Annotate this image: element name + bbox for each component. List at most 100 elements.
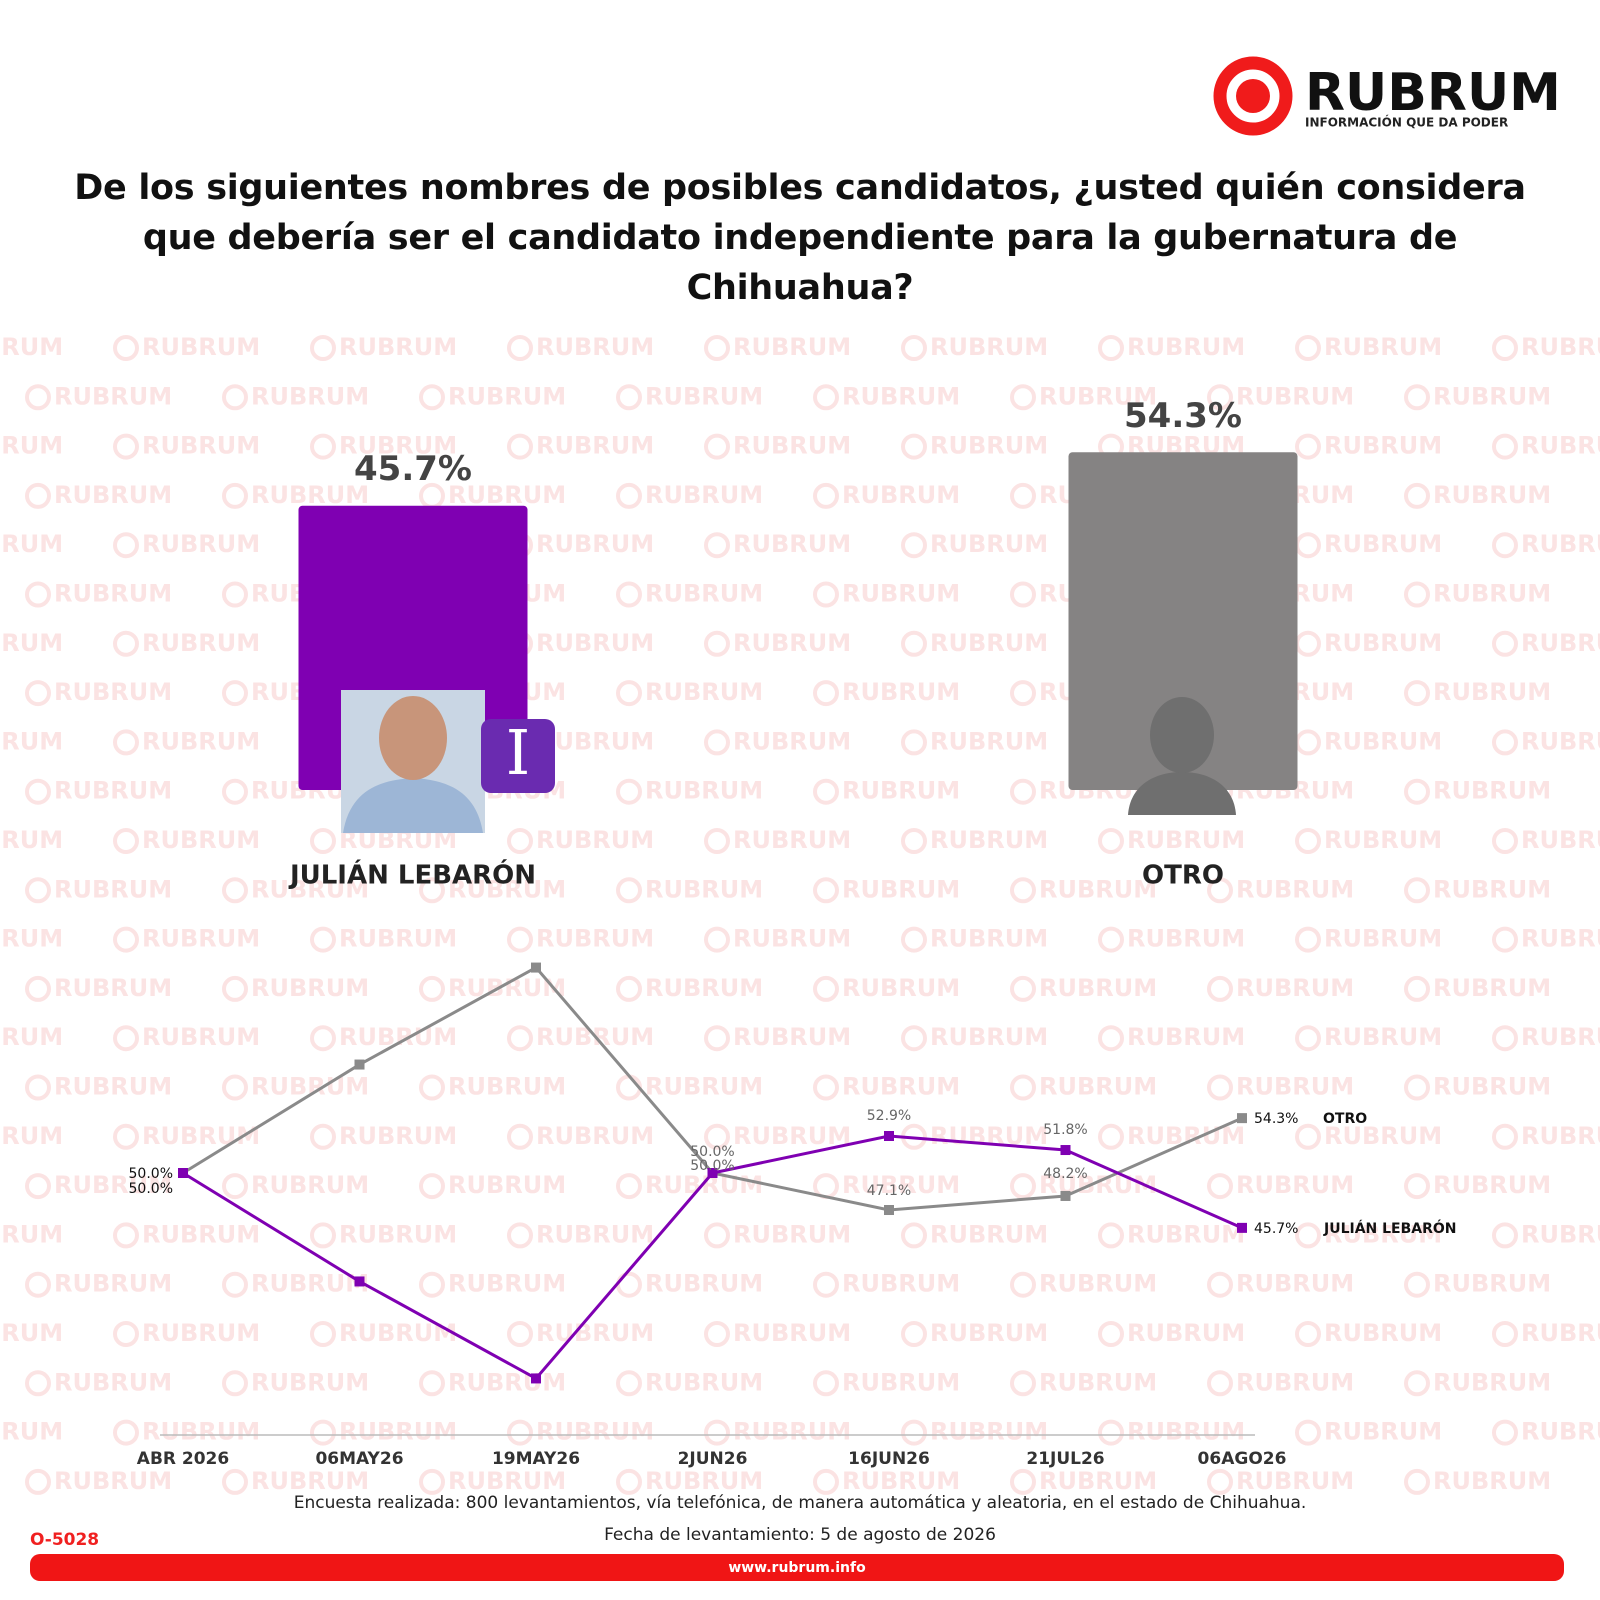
watermark-text: RUBRUM: [339, 333, 457, 361]
watermark-ring: [813, 581, 839, 608]
watermark-text: RUBRUM: [1039, 1270, 1157, 1298]
watermark-ring: [1492, 1321, 1518, 1347]
watermark-ring: [901, 1222, 927, 1249]
badge: [481, 719, 555, 793]
watermark-ring: [1404, 778, 1430, 805]
watermark-ring: [507, 433, 533, 460]
watermark-ring: [1404, 680, 1430, 707]
point: [1237, 1113, 1247, 1124]
watermark-ring: [1295, 1222, 1321, 1249]
watermark-ring: [901, 1025, 927, 1052]
watermark-text: RUBRUM: [1236, 1270, 1354, 1298]
watermark-ring: [113, 1321, 139, 1347]
watermark-ring: [901, 729, 927, 756]
watermark-ring: [1492, 433, 1518, 460]
watermark-text: RUBRUM: [1127, 925, 1245, 953]
watermark-ring: [25, 581, 51, 608]
watermark-text: RUBRUM: [930, 1220, 1048, 1248]
watermark-ring: [419, 1370, 445, 1397]
watermark-ring: [1492, 1222, 1518, 1249]
x-tick-label: 2JUN26: [678, 1449, 748, 1469]
watermark-ring: [1295, 433, 1321, 460]
watermark-text: RUBRUM: [339, 1220, 457, 1248]
watermark-text: RUBRUM: [930, 1122, 1048, 1150]
watermark-ring: [616, 384, 642, 411]
watermark-text: RUBRUM: [1324, 1319, 1442, 1347]
watermark-text: RUBRUM: [645, 1073, 763, 1101]
watermark-text: RUBRUM: [142, 1220, 260, 1248]
watermark-text: RUBRUM: [1236, 1368, 1354, 1396]
watermark-ring: [1207, 1271, 1233, 1298]
bar: [1068, 452, 1298, 790]
watermark-ring: [310, 926, 336, 953]
watermark-text: RUBRUM: [1433, 1073, 1551, 1101]
watermark-text: RUBRUM: [930, 826, 1048, 854]
legend-label: JULIÁN LEBARÓN: [1323, 1219, 1457, 1237]
watermark-ring: [1098, 828, 1124, 854]
watermark-text: RUBRUM: [930, 727, 1048, 755]
watermark-text: RUBRUM: [645, 678, 763, 706]
watermark-ring: [813, 384, 839, 411]
watermark-ring: [1010, 877, 1036, 904]
watermark-ring: [310, 1025, 336, 1052]
watermark-text: RUBRUM: [54, 1368, 172, 1396]
watermark-text: RUBRUM: [1521, 432, 1600, 460]
watermark-ring: [1404, 482, 1430, 509]
watermark-ring: [310, 1123, 336, 1150]
watermark-text: RUBRUM: [339, 432, 457, 460]
point: [1060, 1145, 1071, 1156]
watermark-text: RUBRUM: [339, 1023, 457, 1051]
watermark-text: RUBRUM: [0, 1023, 63, 1051]
point: [884, 1130, 894, 1141]
watermark-ring: [222, 680, 248, 707]
charts: 45.7% JULIÁN LEBARÓN 54.3% OTRO I ABR 2026 06M…: [129, 396, 1457, 1469]
logo-tagline: INFORMACIÓN QUE DA PODER: [1305, 115, 1508, 130]
watermark-ring: [901, 335, 927, 361]
watermark-text: RUBRUM: [0, 1319, 63, 1347]
watermark-ring: [1295, 532, 1321, 559]
watermark-ring: [25, 384, 51, 411]
watermark-text: RUBRUM: [251, 481, 369, 509]
watermark-ring: [1404, 1173, 1430, 1200]
watermark-ring: [25, 877, 51, 904]
watermark-ring: [507, 1025, 533, 1052]
watermark-ring: [507, 1123, 533, 1150]
watermark-text: RUBRUM: [536, 1122, 654, 1150]
watermark-ring: [222, 1468, 248, 1495]
watermark-ring: [901, 532, 927, 559]
point: [178, 1168, 188, 1178]
silhouette-head: [1150, 697, 1214, 773]
watermark-text: RUBRUM: [536, 826, 654, 854]
watermark-ring: [704, 335, 730, 361]
value-label: 54.3%: [1124, 396, 1242, 436]
watermark-text: RUBRUM: [0, 530, 63, 558]
watermark-ring: [310, 335, 336, 361]
watermark-ring: [1207, 384, 1233, 411]
watermark-ring: [1492, 926, 1518, 953]
watermark-text: RUBRUM: [1324, 530, 1442, 558]
watermark-ring: [813, 778, 839, 805]
watermark-text: RUBRUM: [842, 1073, 960, 1101]
value-label: 50.0%: [690, 1144, 734, 1160]
watermark-ring: [222, 1370, 248, 1397]
watermark-text: RUBRUM: [930, 530, 1048, 558]
watermark-ring: [1207, 975, 1233, 1002]
watermark-text: RUBRUM: [1039, 1368, 1157, 1396]
watermark-text: RUBRUM: [733, 1122, 851, 1150]
watermark-ring: [113, 828, 139, 854]
watermark-ring: [1295, 630, 1321, 657]
watermark-text: RUBRUM: [54, 974, 172, 1002]
watermark-text: RUBRUM: [645, 875, 763, 903]
watermark-text: RUBRUM: [448, 1270, 566, 1298]
watermark-text: RUBRUM: [536, 925, 654, 953]
method-note: Encuesta realizada: 800 levantamientos, …: [294, 1493, 1307, 1513]
watermark-ring: [1295, 1123, 1321, 1150]
watermark-text: RUBRUM: [645, 974, 763, 1002]
watermark-ring: [419, 975, 445, 1002]
watermark-text: RUBRUM: [1521, 629, 1600, 657]
watermark-text: RUBRUM: [1236, 382, 1354, 410]
watermark-text: RUBRUM: [142, 1023, 260, 1051]
watermark-ring: [25, 1370, 51, 1397]
watermark-ring: [901, 1419, 927, 1446]
